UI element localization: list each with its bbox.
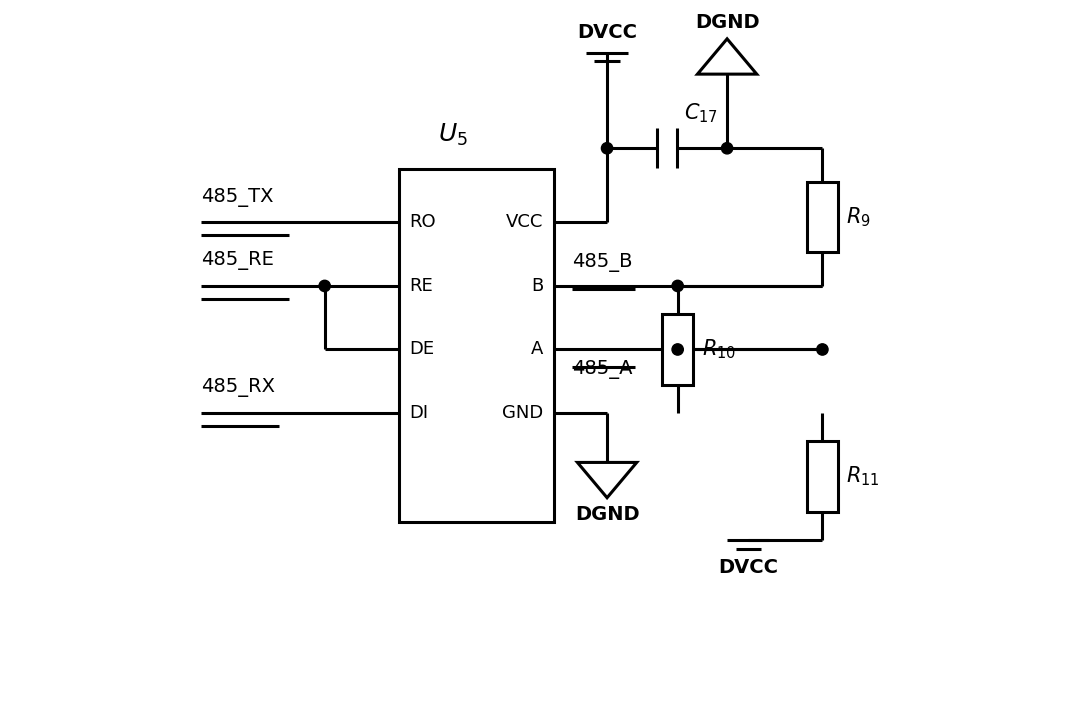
Text: $U_5$: $U_5$: [437, 122, 468, 148]
Text: A: A: [531, 340, 543, 359]
Text: DVCC: DVCC: [718, 558, 779, 577]
Text: 485_RX: 485_RX: [201, 378, 275, 397]
Bar: [399, 169, 554, 522]
Text: DVCC: DVCC: [577, 23, 637, 42]
Text: $R_{11}$: $R_{11}$: [847, 465, 880, 489]
Text: B: B: [531, 277, 543, 295]
Text: $R_9$: $R_9$: [847, 205, 872, 229]
Bar: [807, 182, 838, 253]
Text: $C_{17}$: $C_{17}$: [684, 102, 718, 125]
Text: 485_B: 485_B: [571, 253, 632, 272]
Circle shape: [816, 344, 828, 355]
Circle shape: [672, 280, 684, 292]
Bar: [662, 314, 693, 385]
Text: DI: DI: [409, 404, 429, 422]
Circle shape: [602, 143, 612, 154]
Text: 485_A: 485_A: [571, 360, 632, 379]
Text: DE: DE: [409, 340, 434, 359]
Text: 485_RE: 485_RE: [201, 251, 274, 270]
Circle shape: [721, 143, 732, 154]
Bar: [807, 441, 838, 512]
Circle shape: [672, 344, 684, 355]
Text: GND: GND: [502, 404, 543, 422]
Text: DGND: DGND: [694, 13, 759, 32]
Text: $R_{10}$: $R_{10}$: [702, 337, 735, 361]
Text: DGND: DGND: [575, 505, 639, 524]
Circle shape: [319, 280, 330, 292]
Text: 485_TX: 485_TX: [201, 188, 273, 207]
Text: RE: RE: [409, 277, 433, 295]
Text: RO: RO: [409, 213, 436, 232]
Text: VCC: VCC: [507, 213, 543, 232]
